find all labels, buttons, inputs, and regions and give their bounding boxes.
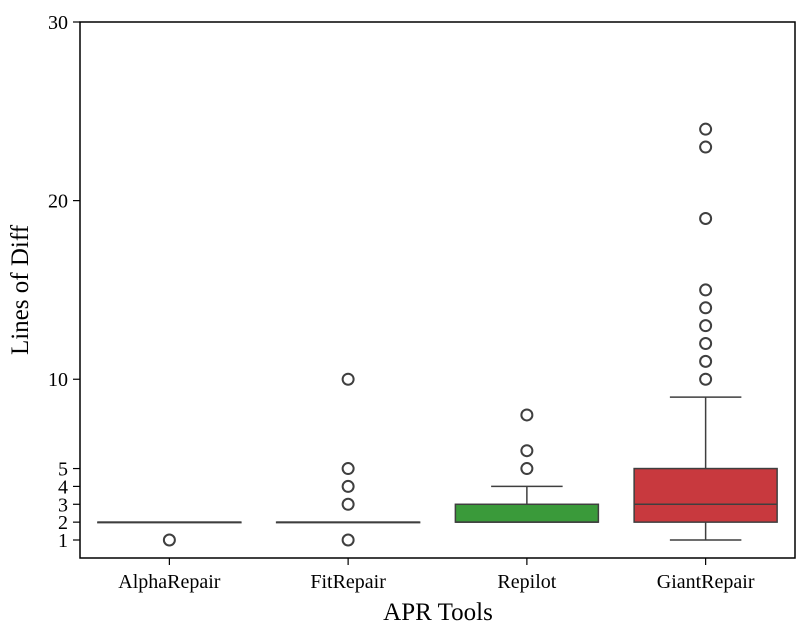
box-iqr (633, 467, 778, 523)
box-repilot (454, 408, 600, 523)
outlier-point (341, 462, 355, 476)
x-tick-label: GiantRepair (657, 571, 755, 593)
outlier-point (520, 462, 534, 476)
outlier-point (341, 372, 355, 386)
outlier-point (699, 122, 713, 136)
x-tick-label: FitRepair (310, 571, 386, 593)
x-axis: AlphaRepair FitRepair Repilot GiantRepair (118, 558, 755, 593)
outlier-point (699, 140, 713, 154)
outlier-point (699, 354, 713, 368)
x-axis-title: APR Tools (383, 599, 493, 623)
box-fitrepair (275, 372, 421, 547)
outlier-point (699, 372, 713, 386)
plot-area (97, 122, 778, 547)
outlier-point (699, 283, 713, 297)
box-iqr (454, 503, 600, 523)
outlier-point (341, 497, 355, 511)
outlier-point (341, 533, 355, 547)
y-tick-label: 5 (58, 459, 68, 481)
box-giantrepair (633, 122, 778, 541)
plot-frame (79, 21, 796, 559)
outlier-point (699, 319, 713, 333)
y-tick-label: 1 (58, 530, 68, 552)
x-tick-label: AlphaRepair (118, 571, 221, 593)
box-alpharepair (97, 521, 242, 547)
y-tick-label: 30 (48, 12, 68, 34)
outlier-point (699, 211, 713, 225)
y-tick-label: 2 (58, 512, 68, 534)
outlier-point (699, 301, 713, 315)
y-axis-title: Lines of Diff (7, 224, 34, 355)
y-tick-label: 3 (58, 494, 68, 516)
outlier-point (520, 444, 534, 458)
outlier-point (341, 479, 355, 493)
y-tick-label: 20 (48, 191, 68, 213)
outlier-point (699, 337, 713, 351)
outlier-point (520, 408, 534, 422)
y-tick-label: 10 (48, 369, 68, 391)
x-tick-label: Repilot (497, 571, 556, 593)
outlier-point (162, 533, 176, 547)
y-tick-label: 4 (58, 476, 68, 498)
